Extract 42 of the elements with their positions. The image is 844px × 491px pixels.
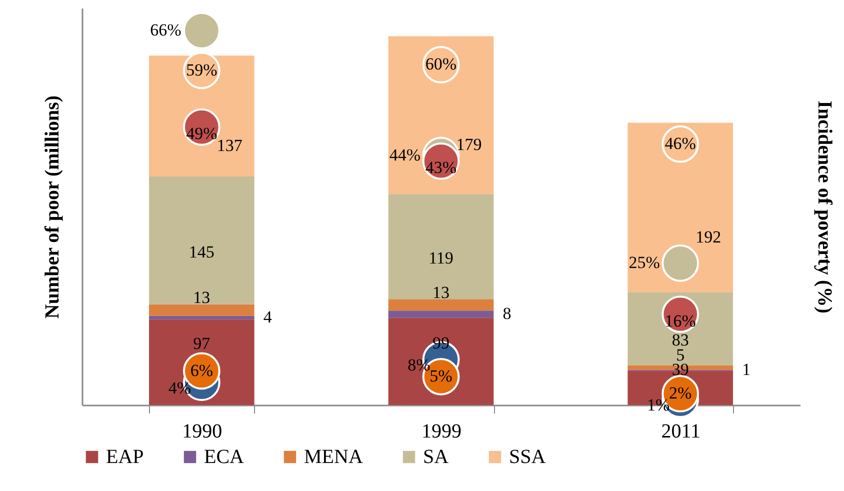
data-label: 2% (668, 384, 692, 403)
legend-label: EAP (106, 446, 144, 468)
data-label: 179 (456, 135, 482, 154)
data-label: 43% (425, 158, 457, 178)
data-label: 97 (193, 334, 211, 354)
legend-label: ECA (204, 446, 245, 468)
bar (149, 316, 254, 320)
data-label: 59% (186, 60, 218, 80)
x-tick-label: 1999 (422, 420, 462, 442)
data-label: 44% (389, 145, 421, 164)
data-label: 6% (190, 360, 214, 380)
bar (388, 310, 494, 318)
data-label: 1 (742, 360, 751, 380)
data-label: 145 (188, 242, 214, 262)
data-label: 4 (263, 308, 272, 327)
legend-label: SSA (509, 446, 546, 468)
data-label: 99 (432, 333, 450, 352)
data-label: 66% (150, 20, 182, 40)
data-label: 13 (432, 282, 450, 302)
legend-label: MENA (304, 446, 364, 468)
data-label: 60% (425, 54, 457, 74)
bar (149, 304, 254, 316)
data-label: 192 (696, 227, 722, 246)
x-tick-label: 2011 (661, 420, 700, 442)
bar (388, 299, 494, 311)
data-label: 16% (664, 311, 696, 330)
legend-label: SA (423, 446, 450, 468)
data-label: 119 (428, 248, 454, 268)
y2-axis-title: Incidence of poverty (%) (814, 100, 836, 314)
bar (149, 176, 254, 304)
y-axis-title: Number of poor (millions) (42, 95, 64, 319)
data-label: 5% (430, 366, 452, 386)
point (662, 244, 700, 282)
data-label: 137 (216, 136, 243, 156)
data-label: 13 (193, 288, 210, 308)
data-label: 8 (502, 304, 512, 324)
data-label: 46% (664, 134, 696, 154)
data-label: 25% (628, 253, 660, 272)
x-tick-label: 1990 (182, 420, 222, 442)
bar (388, 194, 494, 300)
bar (628, 122, 733, 292)
data-label: 49% (186, 124, 218, 144)
